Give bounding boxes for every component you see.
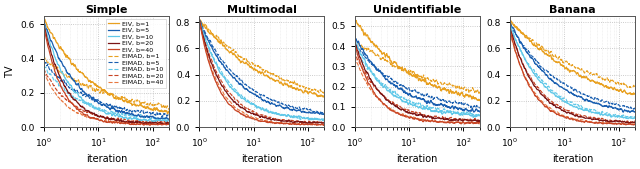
Line: EIV, b=20: EIV, b=20 (44, 25, 169, 124)
EIV, b=20 (40, 23, 47, 26)
Title: Unidentifiable: Unidentifiable (373, 5, 461, 15)
EIV, b=5 (165, 118, 173, 120)
EIV, b=10 (99, 111, 107, 113)
EIV, b=40 (143, 124, 150, 126)
EIV, b=10 (40, 21, 47, 23)
X-axis label: iteration: iteration (552, 154, 593, 164)
Title: Simple: Simple (85, 5, 127, 15)
EIV, b=10 (165, 120, 173, 122)
EIV, b=1 (163, 110, 170, 112)
EIV, b=5 (100, 103, 108, 105)
Title: Multimodal: Multimodal (227, 5, 297, 15)
EIV, b=5 (108, 106, 115, 108)
Line: EIV, b=40: EIV, b=40 (44, 26, 169, 125)
EIV, b=5 (40, 20, 47, 22)
EIV, b=20 (100, 116, 108, 118)
EIV, b=5 (162, 117, 170, 119)
EIV, b=1 (165, 111, 173, 113)
EIV, b=40 (40, 25, 47, 27)
Y-axis label: TV: TV (5, 65, 15, 78)
EIV, b=1 (40, 18, 47, 20)
EIV, b=1 (115, 98, 122, 100)
EIV, b=40 (108, 121, 115, 123)
EIV, b=1 (108, 93, 116, 95)
EIV, b=10 (100, 110, 108, 112)
Legend: EIV, b=1, EIV, b=5, EIV, b=10, EIV, b=20, EIV, b=40, EIMAD, b=1, EIMAD, b=5, EIM: EIV, b=1, EIV, b=5, EIV, b=10, EIV, b=20… (106, 19, 166, 88)
EIV, b=40 (165, 123, 173, 125)
EIV, b=40 (115, 121, 122, 123)
EIV, b=40 (163, 124, 170, 126)
EIV, b=20 (143, 123, 150, 125)
EIV, b=10 (108, 113, 115, 115)
EIV, b=20 (143, 122, 150, 124)
Line: EIV, b=10: EIV, b=10 (44, 22, 169, 122)
EIV, b=10 (163, 120, 170, 122)
Title: Banana: Banana (549, 5, 596, 15)
EIV, b=5 (99, 103, 107, 105)
EIV, b=20 (165, 122, 173, 124)
EIV, b=1 (143, 107, 150, 109)
EIV, b=1 (164, 113, 172, 115)
EIV, b=20 (108, 118, 115, 120)
EIV, b=20 (115, 118, 122, 120)
X-axis label: iteration: iteration (241, 154, 282, 164)
EIV, b=1 (100, 89, 108, 91)
EIV, b=5 (143, 115, 150, 117)
EIV, b=10 (115, 115, 122, 117)
EIV, b=40 (99, 121, 107, 123)
Line: EIV, b=1: EIV, b=1 (44, 19, 169, 114)
EIV, b=40 (100, 121, 108, 123)
EIV, b=40 (146, 124, 154, 126)
EIV, b=1 (100, 89, 108, 91)
Line: EIV, b=5: EIV, b=5 (44, 21, 169, 119)
X-axis label: iteration: iteration (86, 154, 127, 164)
EIV, b=20 (99, 116, 107, 118)
EIV, b=10 (143, 119, 150, 121)
EIV, b=1 (41, 18, 49, 20)
EIV, b=5 (115, 111, 122, 113)
EIV, b=10 (150, 121, 157, 123)
EIV, b=20 (163, 122, 170, 124)
X-axis label: iteration: iteration (397, 154, 438, 164)
